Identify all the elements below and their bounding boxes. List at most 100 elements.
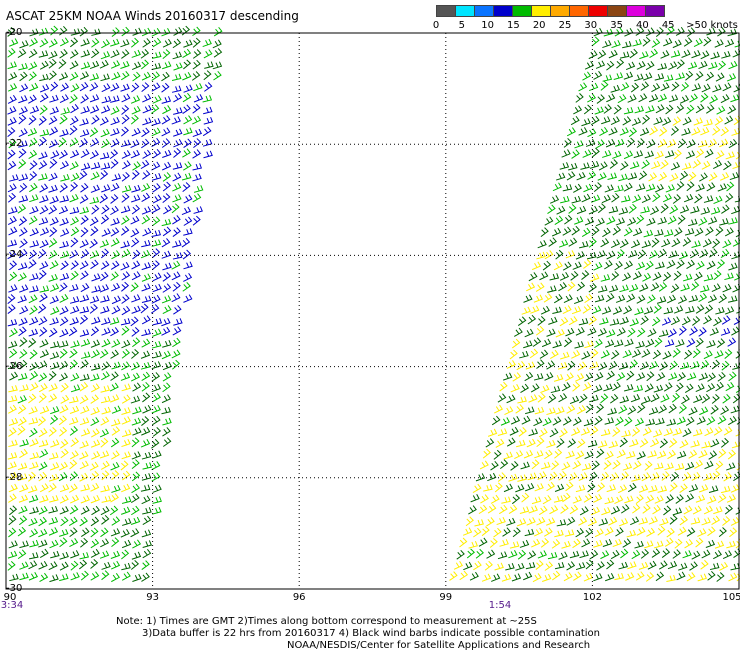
wind-barb	[610, 505, 621, 515]
wind-barb	[723, 160, 732, 171]
wind-barb	[561, 461, 571, 471]
wind-barb	[141, 215, 151, 225]
wind-barb	[521, 306, 531, 315]
wind-barb	[121, 160, 131, 170]
longitude-label: 90	[3, 592, 17, 603]
wind-barb	[79, 382, 89, 392]
wind-barb	[130, 282, 139, 292]
wind-barb	[91, 28, 101, 36]
wind-barb	[151, 472, 161, 482]
wind-barb	[100, 128, 110, 138]
wind-barb	[110, 437, 120, 448]
wind-barb	[48, 371, 57, 381]
longitude-label: 93	[146, 592, 159, 603]
wind-barb	[8, 385, 18, 393]
wind-barb	[70, 384, 81, 393]
wind-barb	[709, 327, 719, 336]
wind-barb	[29, 528, 39, 538]
wind-barb	[718, 448, 727, 459]
wind-barb	[640, 315, 649, 326]
wind-barb	[690, 249, 699, 259]
wind-barb	[48, 70, 57, 81]
wind-barb	[101, 39, 111, 49]
wind-barb	[712, 125, 721, 136]
wind-barb	[685, 461, 695, 471]
wind-barb	[151, 229, 161, 238]
wind-barb	[568, 316, 578, 326]
wind-barb	[69, 471, 79, 481]
wind-barb	[672, 347, 681, 358]
wind-barb	[50, 150, 60, 159]
wind-barb	[647, 450, 657, 458]
wind-barb	[39, 349, 50, 358]
wind-barb	[709, 94, 719, 104]
wind-barb	[140, 249, 151, 259]
wind-barb	[546, 407, 556, 416]
wind-barb	[28, 115, 37, 126]
wind-barb	[18, 148, 27, 159]
wind-barb	[565, 450, 575, 459]
wind-barb	[111, 573, 120, 583]
wind-barb	[38, 393, 47, 403]
wind-barb	[554, 562, 565, 570]
wind-barb	[131, 505, 140, 516]
wind-barb	[692, 159, 702, 169]
wind-barb	[698, 139, 708, 148]
wind-barb	[91, 204, 100, 215]
wind-barb	[714, 116, 724, 126]
map-title: ASCAT 25KM NOAA Winds 20160317 descendin…	[6, 9, 299, 23]
wind-barb	[141, 206, 152, 215]
wind-barb	[110, 271, 119, 281]
wind-barb	[79, 82, 89, 92]
wind-barb	[28, 406, 38, 415]
wind-barb	[695, 337, 704, 348]
wind-barb	[111, 405, 122, 414]
wind-barb	[49, 574, 59, 583]
wind-barb	[710, 404, 719, 415]
wind-barb	[59, 484, 70, 493]
wind-barb	[100, 73, 110, 82]
wind-barb	[537, 316, 546, 326]
wind-barb	[80, 282, 90, 293]
wind-barb	[9, 38, 19, 47]
wind-barb	[540, 384, 550, 394]
wind-barb	[667, 372, 678, 381]
wind-barb	[101, 371, 110, 381]
wind-barb	[511, 494, 521, 505]
wind-barb	[569, 550, 580, 559]
wind-barb	[706, 416, 716, 426]
wind-barb	[540, 537, 550, 548]
wind-barb	[586, 252, 597, 260]
wind-barb	[39, 129, 50, 137]
wind-barb	[554, 529, 564, 538]
wind-barb	[516, 439, 526, 448]
wind-barb	[140, 484, 151, 492]
wind-barb	[142, 170, 151, 180]
wind-barb	[600, 274, 611, 282]
wind-barb	[645, 260, 654, 271]
wind-barb	[111, 450, 120, 460]
wind-barb	[552, 416, 562, 426]
wind-barb	[111, 361, 121, 370]
wind-barb	[111, 250, 121, 260]
wind-barb	[605, 292, 615, 303]
wind-barb	[683, 193, 694, 203]
wind-barb	[583, 493, 593, 503]
wind-barb	[569, 395, 580, 405]
wind-barb	[676, 450, 687, 459]
wind-barb	[578, 472, 588, 481]
wind-barb	[689, 326, 698, 336]
wind-barb	[183, 194, 193, 204]
wind-barb	[69, 181, 79, 192]
wind-barb	[645, 27, 655, 37]
wind-barb	[192, 163, 203, 171]
wind-barb	[162, 262, 172, 271]
wind-barb	[183, 272, 193, 282]
wind-barb	[682, 428, 692, 438]
wind-barb	[68, 483, 78, 493]
wind-barb	[732, 393, 740, 404]
wind-barb	[29, 273, 39, 281]
wind-barb	[602, 149, 612, 158]
wind-barb	[39, 183, 49, 193]
wind-barb	[183, 39, 193, 48]
